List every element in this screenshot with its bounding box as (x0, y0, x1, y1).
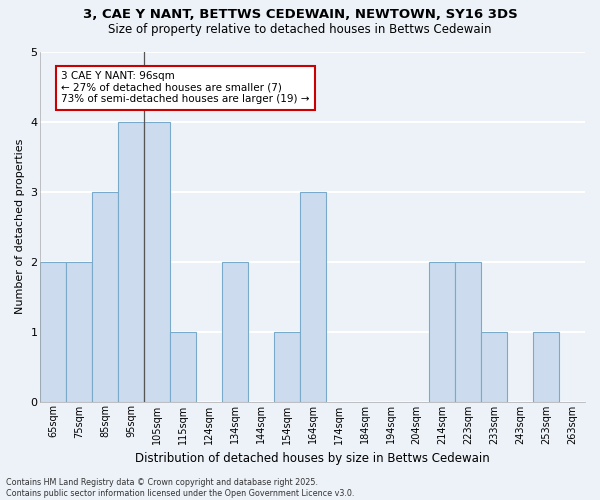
Bar (430, 262, 455, 402)
Text: 3 CAE Y NANT: 96sqm
← 27% of detached houses are smaller (7)
73% of semi-detache: 3 CAE Y NANT: 96sqm ← 27% of detached ho… (61, 71, 310, 104)
Text: Size of property relative to detached houses in Bettws Cedewain: Size of property relative to detached ho… (108, 22, 492, 36)
Text: 3, CAE Y NANT, BETTWS CEDEWAIN, NEWTOWN, SY16 3DS: 3, CAE Y NANT, BETTWS CEDEWAIN, NEWTOWN,… (83, 8, 517, 20)
Bar (274, 332, 300, 402)
Bar (118, 122, 144, 402)
Bar (300, 192, 326, 402)
Bar (170, 332, 196, 402)
Bar (455, 262, 481, 402)
Text: Contains HM Land Registry data © Crown copyright and database right 2025.
Contai: Contains HM Land Registry data © Crown c… (6, 478, 355, 498)
Bar (67, 262, 92, 402)
Y-axis label: Number of detached properties: Number of detached properties (15, 139, 25, 314)
Bar (40, 262, 67, 402)
Bar (144, 122, 170, 402)
Bar (533, 332, 559, 402)
Bar (222, 262, 248, 402)
X-axis label: Distribution of detached houses by size in Bettws Cedewain: Distribution of detached houses by size … (136, 452, 490, 465)
Bar (481, 332, 507, 402)
Bar (92, 192, 118, 402)
